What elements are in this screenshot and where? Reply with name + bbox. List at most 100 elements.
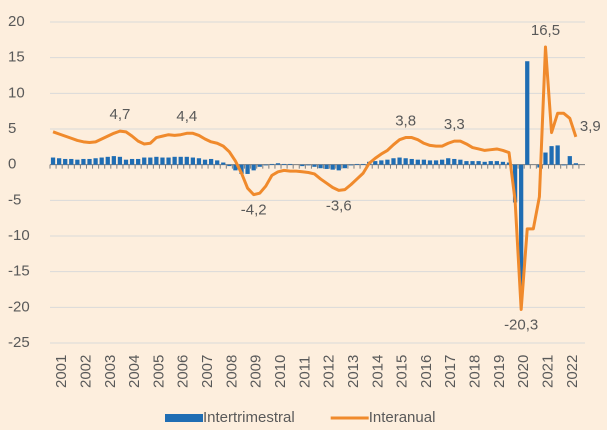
bar [111, 156, 116, 165]
legend-label: Intertrimestral [203, 409, 295, 426]
x-tick-label: 2017 [442, 355, 459, 388]
bar [75, 159, 80, 165]
bar [306, 164, 311, 166]
bar [190, 157, 195, 165]
x-tick-label: 2004 [126, 355, 143, 388]
x-tick-label: 2016 [418, 355, 435, 388]
bar [184, 156, 189, 165]
bar [251, 164, 256, 171]
bar [543, 152, 548, 165]
bar [427, 160, 433, 165]
y-tick-label: -25 [8, 334, 30, 351]
bar [403, 158, 408, 165]
bar [275, 163, 281, 165]
data-label: 16,5 [531, 22, 560, 39]
x-tick-label: 2009 [248, 355, 265, 388]
data-label: 3,8 [395, 113, 416, 130]
x-tick-label: 2005 [150, 355, 167, 388]
bar [379, 160, 384, 165]
bar [245, 164, 250, 174]
bar [494, 161, 499, 165]
bar [154, 156, 159, 165]
x-tick-label: 2003 [102, 355, 119, 388]
bar [336, 164, 341, 171]
bar [288, 163, 293, 165]
bar [512, 164, 518, 203]
x-tick-label: 2018 [467, 355, 484, 388]
y-tick-label: -10 [8, 227, 30, 244]
x-tick-label: 2019 [491, 355, 508, 388]
bar [166, 157, 171, 165]
bar [129, 158, 135, 165]
bar [415, 159, 420, 165]
x-tick-label: 2010 [272, 355, 289, 388]
x-tick-label: 2015 [394, 355, 411, 388]
bar [464, 161, 469, 165]
y-tick-label: -15 [8, 263, 30, 280]
bar [87, 158, 92, 165]
data-label: -4,2 [241, 202, 267, 219]
bar [561, 164, 566, 166]
bar [318, 164, 323, 169]
x-tick-label: 2008 [223, 355, 240, 388]
data-label: 4,7 [109, 106, 130, 123]
bar [117, 156, 123, 165]
bar [221, 162, 226, 165]
bar [573, 163, 579, 165]
bar [519, 164, 524, 292]
bar [202, 159, 208, 165]
y-tick-label: 15 [8, 49, 25, 66]
bar [470, 161, 475, 165]
bar [354, 163, 360, 165]
bar [178, 156, 183, 165]
bar [142, 157, 147, 165]
bar [488, 161, 493, 165]
data-label: 3,3 [444, 116, 465, 133]
bar [348, 164, 354, 166]
bar [312, 164, 317, 167]
bar [373, 161, 378, 165]
bar [446, 158, 451, 165]
y-tick-label: 0 [8, 156, 16, 173]
bar [160, 157, 165, 165]
x-tick-label: 2022 [564, 355, 581, 388]
x-tick-label: 2006 [175, 355, 192, 388]
bar [56, 158, 62, 165]
x-tick-label: 2012 [321, 355, 338, 388]
data-label: 3,9 [580, 118, 601, 135]
data-label: -3,6 [326, 197, 352, 214]
bar [99, 157, 104, 165]
bar [458, 159, 463, 165]
y-tick-label: 5 [8, 120, 16, 137]
x-tick-label: 2002 [77, 355, 94, 388]
bar [69, 158, 74, 165]
bar [148, 157, 153, 165]
bar [330, 164, 335, 170]
bar [172, 156, 177, 165]
x-tick-label: 2014 [369, 355, 386, 388]
bar [433, 160, 439, 165]
x-tick-label: 2013 [345, 355, 362, 388]
bar [50, 157, 56, 165]
x-tick-label: 2020 [515, 355, 532, 388]
bar [196, 158, 202, 165]
bar [269, 163, 275, 165]
x-tick-label: 2011 [296, 356, 313, 388]
bar [567, 156, 572, 165]
legend-marker [165, 414, 203, 422]
bar [93, 158, 98, 165]
bar [421, 159, 427, 165]
bar [227, 164, 232, 167]
data-label: 4,4 [176, 108, 197, 125]
bar [525, 61, 530, 165]
bar [476, 161, 481, 165]
data-label: -20,3 [504, 316, 538, 333]
bar [281, 163, 287, 165]
bar [233, 164, 238, 171]
y-tick-label: 10 [8, 84, 25, 101]
bar [452, 158, 457, 165]
bar [123, 159, 129, 165]
bar [549, 146, 554, 165]
bar [385, 159, 390, 165]
bar [324, 164, 329, 169]
